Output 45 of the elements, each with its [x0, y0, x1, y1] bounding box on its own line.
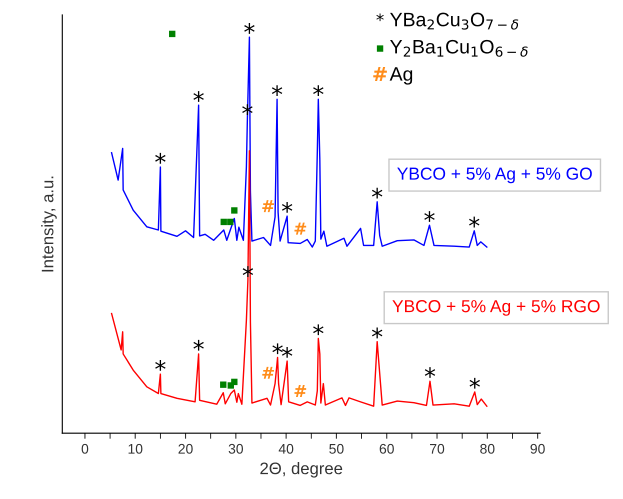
annotation: Ag	[390, 67, 412, 85]
annotation: #	[262, 200, 274, 212]
series-label: YBCO + 5% Ag + 5% RGO	[392, 300, 600, 316]
series-label: YBCO + 5% Ag + 5% GO	[397, 167, 592, 184]
annotation: *	[313, 85, 324, 96]
text: YBa$_{2}$Cu$_{3}$O$_{7−δ}$	[390, 12, 518, 30]
x-tick-label: 50	[329, 444, 344, 454]
annotation: *	[282, 202, 292, 213]
x-tick-label: 90	[530, 444, 545, 454]
x-tick-label: 80	[480, 444, 495, 454]
annotation: *	[193, 91, 204, 102]
x-tick-label: 10	[128, 444, 142, 454]
annotation: *	[193, 340, 204, 351]
annotation: #	[262, 366, 274, 379]
y-axis-title: Intensity, a.u.	[41, 176, 57, 272]
text: ■	[169, 30, 176, 38]
annotation: *	[272, 343, 283, 354]
annotation: *	[313, 324, 324, 336]
annotation: *	[272, 85, 282, 96]
annotation: ■	[376, 45, 384, 52]
annotation: *	[372, 328, 382, 338]
annotation: ■	[220, 381, 226, 388]
annotation: *	[282, 346, 292, 358]
annotation: *	[155, 152, 166, 164]
annotation: *	[244, 23, 255, 34]
x-tick-label: 70	[430, 444, 444, 454]
text: #	[373, 67, 387, 81]
annotation: *	[469, 216, 480, 228]
annotation: ■	[231, 207, 238, 214]
x-tick-label: 60	[380, 444, 394, 454]
annotation: *	[155, 360, 166, 371]
x-tick-label: 20	[178, 444, 193, 454]
x-axis-title: 2Θ, degree	[260, 462, 342, 478]
annotation: #	[294, 222, 306, 235]
text: *	[376, 13, 384, 22]
annotation: *	[372, 188, 382, 199]
annotation: #	[294, 385, 306, 397]
x-tick-label: 30	[228, 444, 244, 454]
annotation: *	[424, 367, 436, 378]
x-tick-label: 40	[278, 444, 294, 454]
annotation: *	[424, 211, 435, 222]
x-tick-label: 0	[82, 444, 88, 454]
annotation: ■	[220, 218, 227, 226]
annotation: *	[470, 378, 480, 389]
annotation: Y$_{2}$Ba$_{1}$Cu$_{1}$O$_{6−δ}$	[390, 40, 528, 57]
